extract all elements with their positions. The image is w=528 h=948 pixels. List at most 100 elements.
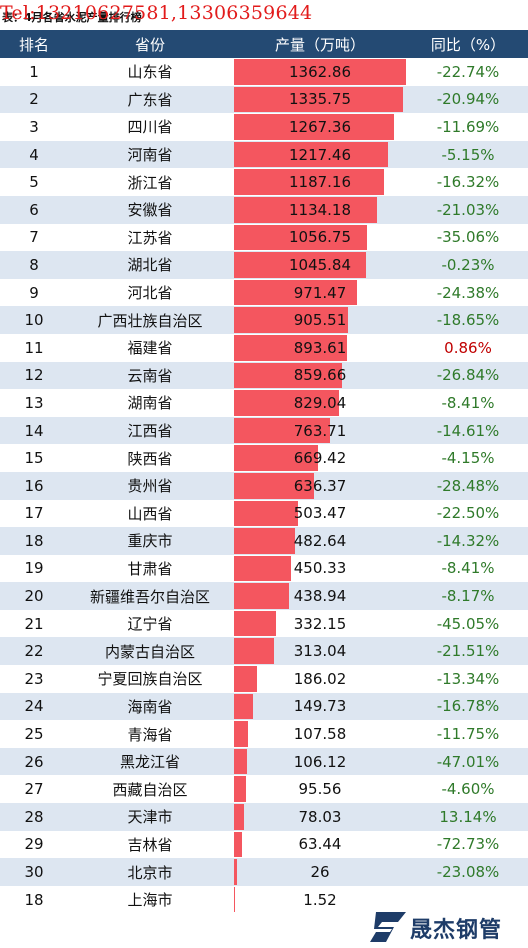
output-cell: 669.42 [232, 444, 408, 472]
table-row: 24 海南省 149.73 -16.78% [0, 692, 528, 721]
table-body: 1 山东省 1362.86 -22.74% 2 广东省 1335.75 -20.94% 3 四川省… [0, 58, 528, 914]
output-value: 1045.84 [288, 255, 352, 274]
table-row: 13 湖南省 829.04 -8.41% [0, 389, 528, 417]
output-bar [234, 86, 403, 113]
output-value: 1134.18 [288, 200, 352, 219]
rank-cell: 24 [0, 692, 68, 721]
yoy-cell: -18.65% [408, 306, 528, 334]
yoy-cell: -26.84% [408, 361, 528, 390]
table-row: 1 山东省 1362.86 -22.74% [0, 58, 528, 86]
province-cell: 海南省 [68, 692, 232, 721]
table-row: 25 青海省 107.58 -11.75% [0, 720, 528, 748]
output-cell: 905.51 [232, 306, 408, 334]
output-value: 482.64 [293, 531, 347, 550]
yoy-cell: -20.94% [408, 85, 528, 114]
province-cell: 甘肃省 [68, 554, 232, 583]
output-cell: 859.66 [232, 361, 408, 390]
province-cell: 青海省 [68, 720, 232, 748]
output-bar [234, 59, 406, 85]
output-cell: 1056.75 [232, 223, 408, 252]
output-value: 332.15 [293, 614, 347, 633]
yoy-cell: -21.03% [408, 195, 528, 224]
province-cell: 广东省 [68, 85, 232, 114]
province-cell: 山西省 [68, 499, 232, 528]
province-cell: 宁夏回族自治区 [68, 665, 232, 693]
province-cell: 山东省 [68, 58, 232, 86]
table-row: 11 福建省 893.61 0.86% [0, 333, 528, 362]
rank-cell: 25 [0, 720, 68, 748]
province-cell: 河北省 [68, 278, 232, 307]
output-cell: 107.58 [232, 720, 408, 748]
output-cell: 332.15 [232, 609, 408, 638]
rank-cell: 28 [0, 803, 68, 831]
yoy-cell: -21.51% [408, 637, 528, 666]
output-cell: 1187.16 [232, 168, 408, 196]
province-cell: 贵州省 [68, 471, 232, 500]
yoy-cell: -45.05% [408, 609, 528, 638]
output-value: 905.51 [293, 311, 347, 330]
rank-cell: 11 [0, 333, 68, 362]
yoy-cell: 13.14% [408, 803, 528, 831]
output-value: 63.44 [298, 835, 342, 854]
header-yoy: 同比（%） [408, 30, 528, 58]
table-row: 18 重庆市 482.64 -14.32% [0, 527, 528, 555]
output-value: 763.71 [293, 421, 347, 440]
rank-cell: 7 [0, 223, 68, 252]
rank-cell: 19 [0, 554, 68, 583]
output-cell: 186.02 [232, 665, 408, 693]
table-row: 2 广东省 1335.75 -20.94% [0, 85, 528, 114]
table-header-row: 排名 省份 产量（万吨） 同比（%） [0, 30, 528, 58]
output-bar [234, 334, 347, 361]
output-bar [234, 693, 253, 720]
table-row: 5 浙江省 1187.16 -16.32% [0, 168, 528, 196]
output-cell: 95.56 [232, 775, 408, 804]
output-value: 859.66 [293, 366, 347, 385]
yoy-cell: -35.06% [408, 223, 528, 252]
table-row: 3 四川省 1267.36 -11.69% [0, 113, 528, 141]
table-row: 27 西藏自治区 95.56 -4.60% [0, 775, 528, 804]
output-bar [234, 169, 384, 195]
table-row: 17 山西省 503.47 -22.50% [0, 499, 528, 528]
output-bar [234, 721, 248, 747]
output-cell: 63.44 [232, 830, 408, 859]
yoy-cell: -14.61% [408, 416, 528, 445]
table-row: 6 安徽省 1134.18 -21.03% [0, 195, 528, 224]
rank-cell: 4 [0, 140, 68, 169]
rank-cell: 26 [0, 747, 68, 776]
table-row: 22 内蒙古自治区 313.04 -21.51% [0, 637, 528, 666]
yoy-cell: -23.08% [408, 858, 528, 886]
table-row: 7 江苏省 1056.75 -35.06% [0, 223, 528, 252]
rank-cell: 17 [0, 499, 68, 528]
output-value: 313.04 [293, 642, 347, 661]
sj-logo-icon [370, 912, 406, 942]
output-cell: 893.61 [232, 333, 408, 362]
rank-cell: 12 [0, 361, 68, 390]
output-value: 669.42 [293, 449, 347, 468]
yoy-cell: -5.15% [408, 140, 528, 169]
output-value: 186.02 [293, 669, 347, 688]
output-bar [234, 472, 315, 499]
output-value: 971.47 [293, 283, 347, 302]
output-cell: 1362.86 [232, 58, 408, 86]
rank-cell: 5 [0, 168, 68, 196]
province-cell: 江西省 [68, 416, 232, 445]
table-title: 表：4月各省水泥产量排行榜 [2, 11, 142, 24]
phone-watermark: Tel:13210627581,13306359644 [0, 2, 313, 24]
output-bar [234, 196, 378, 223]
output-cell: 149.73 [232, 692, 408, 721]
output-bar [234, 583, 290, 609]
header-rank: 排名 [0, 30, 68, 58]
province-cell: 陕西省 [68, 444, 232, 472]
output-bar [234, 528, 295, 554]
output-bar [234, 886, 235, 913]
output-cell: 313.04 [232, 637, 408, 666]
output-value: 450.33 [293, 559, 347, 578]
output-value: 1056.75 [288, 228, 352, 247]
output-value: 1267.36 [288, 117, 352, 136]
province-cell: 云南省 [68, 361, 232, 390]
rank-cell: 16 [0, 471, 68, 500]
output-bar [234, 666, 258, 692]
province-cell: 河南省 [68, 140, 232, 169]
table-row: 10 广西壮族自治区 905.51 -18.65% [0, 306, 528, 334]
output-value: 893.61 [293, 338, 347, 357]
